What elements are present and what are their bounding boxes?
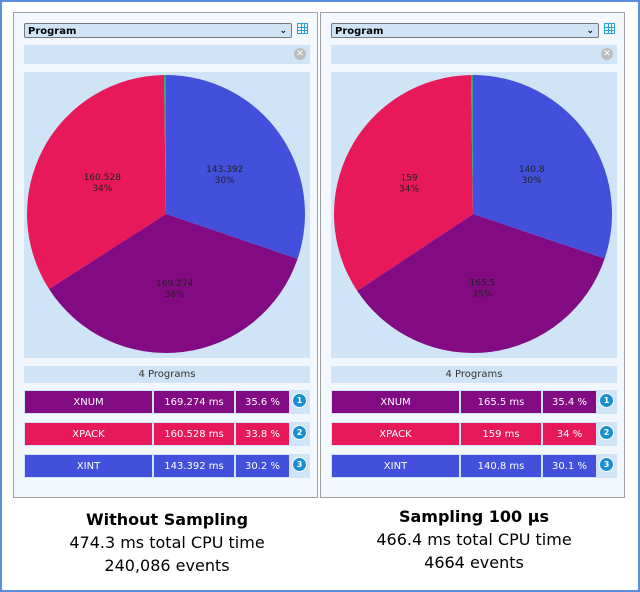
filter-bar: ✕ [24,45,310,64]
row-name: XNUM [331,390,460,414]
caption-line2: 240,086 events [104,556,230,575]
legend-row-xpack[interactable]: XPACK 160.528 ms 33.8 % 2 [24,422,310,446]
row-time: 143.392 ms [153,454,235,478]
row-time: 165.5 ms [460,390,542,414]
pie-slice[interactable] [49,214,298,353]
item-count: 4 Programs [24,366,310,383]
table-view-icon[interactable] [604,23,615,34]
row-name: XPACK [24,422,153,446]
legend-row-xint[interactable]: XINT 143.392 ms 30.2 % 3 [24,454,310,478]
rank-badge: 2 [292,425,307,440]
legend-row-xnum[interactable]: XNUM 165.5 ms 35.4 % 1 [331,390,617,414]
row-name: XINT [331,454,460,478]
row-name: XINT [24,454,153,478]
caption-line1: 474.3 ms total CPU time [69,533,265,552]
slice-pct: 34% [92,184,112,194]
rank-badge: 3 [599,457,614,472]
clear-filter-icon[interactable]: ✕ [294,48,306,60]
pie-slice[interactable] [27,75,166,290]
rank-badge: 1 [292,393,307,408]
pie-slice[interactable] [470,75,473,214]
dropdown-value: Program [28,26,77,37]
rank-badge: 3 [292,457,307,472]
row-time: 160.528 ms [153,422,235,446]
group-by-dropdown[interactable]: Program ⌄ [24,23,292,38]
pie-slice[interactable] [473,75,612,259]
slice-label: 140.8 [519,165,545,175]
pie-slice[interactable] [334,75,473,291]
row-name: XNUM [24,390,153,414]
caption-line2: 4664 events [424,553,524,572]
caption-sampling: Sampling 100 µs 466.4 ms total CPU time 46… [324,505,624,574]
slice-pct: 34% [399,184,419,194]
row-name: XPACK [331,422,460,446]
chevron-down-icon: ⌄ [279,26,287,36]
row-time: 169.274 ms [153,390,235,414]
row-pct: 35.6 % [235,390,290,414]
caption-without-sampling: Without Sampling 474.3 ms total CPU time 2… [17,508,317,577]
row-time: 159 ms [460,422,542,446]
rank-badge: 2 [599,425,614,440]
slice-pct: 30% [215,176,235,186]
slice-pct: 30% [522,176,542,186]
slice-label: 143.392 [206,165,243,175]
pie-slice[interactable] [166,75,305,259]
slice-label: 160.528 [84,173,121,183]
legend-row-xpack[interactable]: XPACK 159 ms 34 % 2 [331,422,617,446]
panel-sampling: Program ⌄ ✕ 140.8 30% 165.5 35% 159 34% 4 Prog… [320,12,625,498]
slice-label: 159 [400,173,417,183]
filter-bar: ✕ [331,45,617,64]
row-time: 140.8 ms [460,454,542,478]
group-by-dropdown[interactable]: Program ⌄ [331,23,599,38]
pie-slice[interactable] [163,75,166,214]
slice-pct: 36% [165,290,185,300]
slice-label: 169.274 [156,279,193,289]
row-pct: 35.4 % [542,390,597,414]
row-pct: 30.1 % [542,454,597,478]
slice-pct: 35% [472,290,492,300]
row-pct: 33.8 % [235,422,290,446]
pie-slice[interactable] [357,214,605,354]
slice-label: 165.5 [469,279,495,289]
row-pct: 30.2 % [235,454,290,478]
dropdown-value: Program [335,26,384,37]
pie-chart: 143.392 30% 169.274 36% 160.528 34% [24,72,310,358]
clear-filter-icon[interactable]: ✕ [601,48,613,60]
legend-row-xnum[interactable]: XNUM 169.274 ms 35.6 % 1 [24,390,310,414]
rank-badge: 1 [599,393,614,408]
legend-row-xint[interactable]: XINT 140.8 ms 30.1 % 3 [331,454,617,478]
row-pct: 34 % [542,422,597,446]
caption-title: Without Sampling [85,510,249,529]
item-count: 4 Programs [331,366,617,383]
panel-without-sampling: Program ⌄ ✕ 143.392 30% 169.274 36% 160.528 34… [13,12,318,498]
chevron-down-icon: ⌄ [586,26,594,36]
caption-line1: 466.4 ms total CPU time [376,530,572,549]
caption-title: Sampling 100 µs [398,507,550,526]
pie-chart: 140.8 30% 165.5 35% 159 34% [331,72,617,358]
table-view-icon[interactable] [297,23,308,34]
